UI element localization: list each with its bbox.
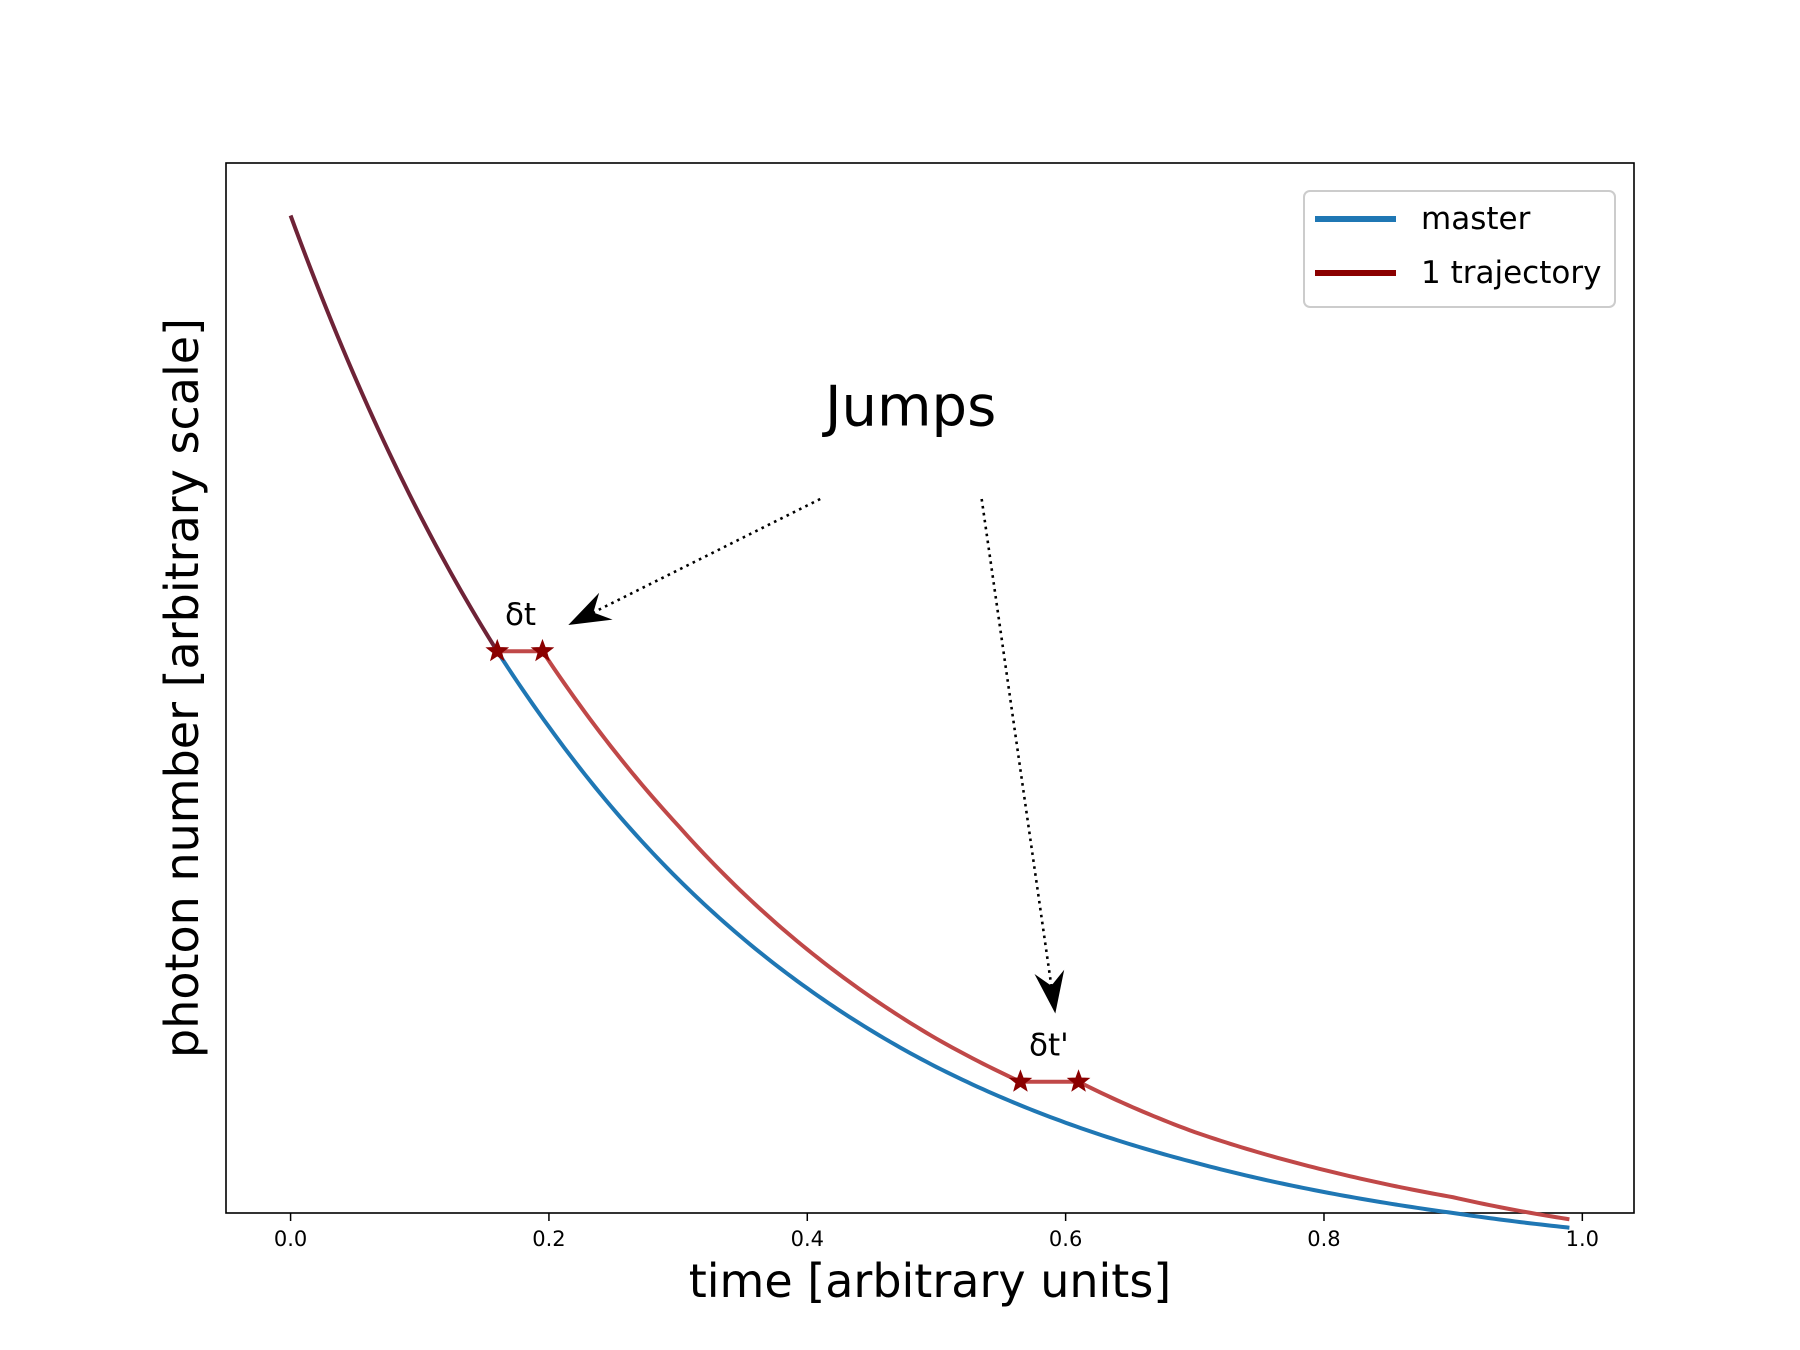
legend-label-master: master [1421, 201, 1531, 237]
series-layer [288, 214, 1570, 1230]
series-line-master [495, 650, 1570, 1230]
x-tick-label: 1.0 [1566, 1227, 1599, 1251]
annotation-arrow-head [568, 592, 613, 625]
jump-star-marker [1066, 1069, 1091, 1092]
annotation-interval-label: δt [505, 597, 536, 633]
annotation-jumps-label: Jumps [822, 375, 996, 440]
x-tick-label: 0.8 [1307, 1227, 1340, 1251]
annotation-arrow-head [1034, 969, 1065, 1014]
plot-frame [225, 162, 1635, 1214]
x-axis-label: time [arbitrary units] [689, 1254, 1172, 1308]
annotation-arrow-line [980, 498, 1054, 994]
jump-star-marker [485, 638, 510, 662]
annotation-layer: Jumps δt δt' [505, 375, 1069, 1064]
series-line-overlap [288, 214, 499, 653]
series-line-trajectory [497, 649, 1570, 1222]
x-tick-label: 0.6 [1049, 1227, 1082, 1251]
y-axis-label: photon number [arbitrary scale] [155, 318, 209, 1058]
x-tick-label: 0.0 [274, 1227, 307, 1251]
legend: master 1 trajectory [1303, 190, 1616, 308]
x-tick-label: 0.4 [791, 1227, 824, 1251]
x-tick-layer: 0.0 0.2 0.4 0.6 0.8 1.0 [274, 1213, 1599, 1251]
jump-star-marker [530, 638, 555, 662]
legend-label-trajectory: 1 trajectory [1421, 255, 1601, 291]
jump-star-marker [1008, 1069, 1033, 1092]
x-tick-label: 0.2 [532, 1227, 565, 1251]
marker-layer [485, 638, 1091, 1092]
annotation-arrow-line [585, 497, 821, 618]
arrow-layer [568, 497, 1065, 1014]
annotation-interval-label: δt' [1029, 1028, 1069, 1064]
